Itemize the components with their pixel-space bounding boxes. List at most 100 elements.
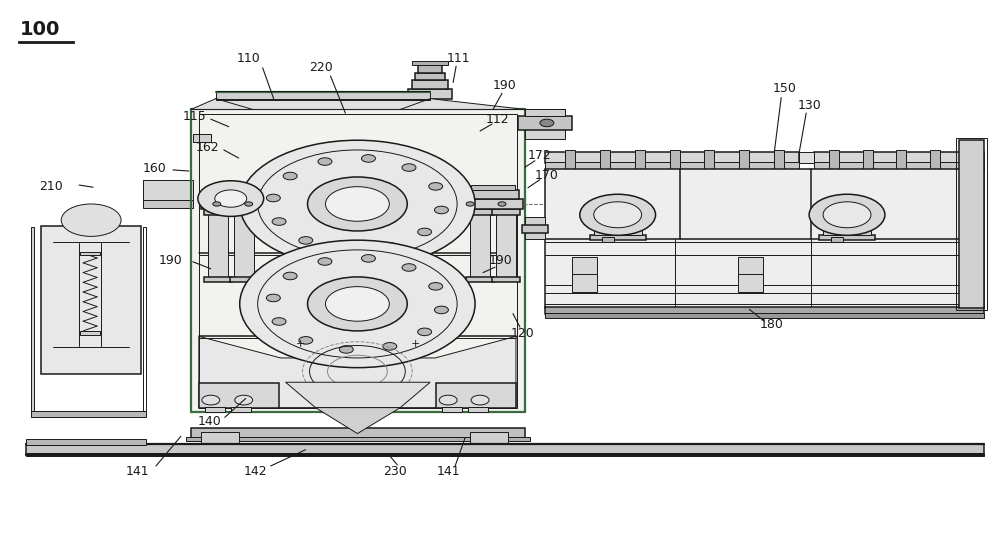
Circle shape xyxy=(383,243,397,250)
Bar xyxy=(209,185,253,191)
Polygon shape xyxy=(286,382,430,408)
Bar xyxy=(814,162,984,170)
Text: 115: 115 xyxy=(183,110,207,123)
Bar xyxy=(408,89,452,99)
Bar xyxy=(814,151,984,163)
Bar xyxy=(370,395,392,406)
Circle shape xyxy=(283,172,297,180)
Bar xyxy=(496,210,516,280)
Circle shape xyxy=(240,140,475,268)
Circle shape xyxy=(283,272,297,280)
Bar xyxy=(635,150,645,170)
Bar xyxy=(191,110,525,412)
Bar xyxy=(590,235,646,240)
Circle shape xyxy=(266,194,280,202)
Bar xyxy=(738,257,763,292)
Circle shape xyxy=(198,181,264,217)
Bar xyxy=(26,453,984,456)
Circle shape xyxy=(235,395,253,405)
Circle shape xyxy=(318,158,332,165)
Text: 111: 111 xyxy=(446,52,470,65)
Bar xyxy=(143,180,193,201)
Text: 190: 190 xyxy=(493,79,517,92)
Bar xyxy=(26,439,146,445)
Circle shape xyxy=(418,228,432,236)
Bar xyxy=(208,210,228,280)
Bar xyxy=(522,225,548,232)
Text: 172: 172 xyxy=(528,149,552,162)
Text: 190: 190 xyxy=(489,254,513,267)
Bar xyxy=(80,251,100,255)
Text: 210: 210 xyxy=(39,180,63,193)
Bar xyxy=(230,277,258,282)
Bar xyxy=(565,150,575,170)
Circle shape xyxy=(245,202,253,206)
Circle shape xyxy=(61,204,121,236)
Bar xyxy=(79,217,102,226)
Bar xyxy=(204,210,232,215)
Circle shape xyxy=(809,194,885,235)
Bar xyxy=(594,229,642,235)
Bar xyxy=(930,150,940,170)
Bar xyxy=(823,229,871,235)
Text: 160: 160 xyxy=(143,162,167,175)
Bar xyxy=(234,210,254,280)
Circle shape xyxy=(361,255,375,262)
Bar xyxy=(863,150,873,170)
Polygon shape xyxy=(316,408,400,433)
Bar xyxy=(799,151,814,163)
Polygon shape xyxy=(193,134,211,142)
Circle shape xyxy=(383,343,397,350)
Bar xyxy=(466,207,502,211)
Circle shape xyxy=(339,346,353,353)
Text: 150: 150 xyxy=(772,83,796,96)
Text: 130: 130 xyxy=(797,99,821,112)
Bar xyxy=(467,191,519,199)
Circle shape xyxy=(266,294,280,302)
Circle shape xyxy=(325,287,389,321)
Text: 230: 230 xyxy=(383,465,407,478)
Circle shape xyxy=(580,194,656,235)
Bar xyxy=(418,65,442,73)
Bar xyxy=(518,116,572,130)
Bar xyxy=(204,277,232,282)
Bar xyxy=(442,407,462,412)
Text: 170: 170 xyxy=(535,169,559,182)
Bar xyxy=(492,277,520,282)
Circle shape xyxy=(823,202,871,228)
Bar xyxy=(470,210,490,280)
Bar xyxy=(216,92,430,100)
Circle shape xyxy=(202,395,220,405)
Circle shape xyxy=(434,306,448,314)
Circle shape xyxy=(339,246,353,253)
Bar xyxy=(774,150,784,170)
Bar xyxy=(143,200,193,208)
Circle shape xyxy=(318,258,332,266)
Polygon shape xyxy=(191,99,525,110)
Circle shape xyxy=(299,337,313,344)
Text: 110: 110 xyxy=(237,52,261,65)
Circle shape xyxy=(429,182,443,190)
Bar xyxy=(468,407,488,412)
Circle shape xyxy=(439,395,457,405)
Text: 190: 190 xyxy=(159,254,183,267)
Bar xyxy=(600,150,610,170)
Circle shape xyxy=(299,237,313,244)
Bar xyxy=(205,191,257,199)
Circle shape xyxy=(402,164,416,172)
Circle shape xyxy=(240,240,475,368)
Circle shape xyxy=(272,218,286,225)
Circle shape xyxy=(272,318,286,325)
Bar xyxy=(143,227,146,411)
Bar xyxy=(829,150,839,170)
Bar xyxy=(831,237,843,242)
Bar xyxy=(956,137,987,311)
Circle shape xyxy=(215,190,247,207)
Bar xyxy=(959,140,984,308)
Text: 141: 141 xyxy=(125,465,149,478)
Circle shape xyxy=(466,202,474,206)
Bar xyxy=(191,428,525,438)
Circle shape xyxy=(418,328,432,336)
Text: +: + xyxy=(411,339,420,350)
Bar xyxy=(201,199,261,210)
